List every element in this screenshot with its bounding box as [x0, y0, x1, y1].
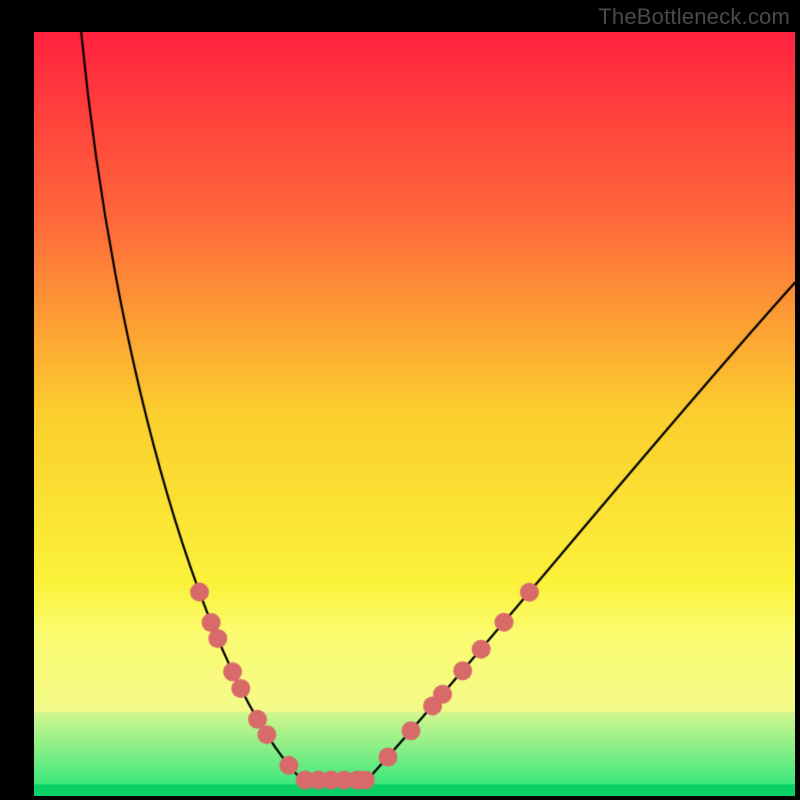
- bottleneck-curve-chart: [34, 32, 795, 796]
- watermark-text: TheBottleneck.com: [598, 4, 790, 30]
- chart-container: TheBottleneck.com: [0, 0, 800, 800]
